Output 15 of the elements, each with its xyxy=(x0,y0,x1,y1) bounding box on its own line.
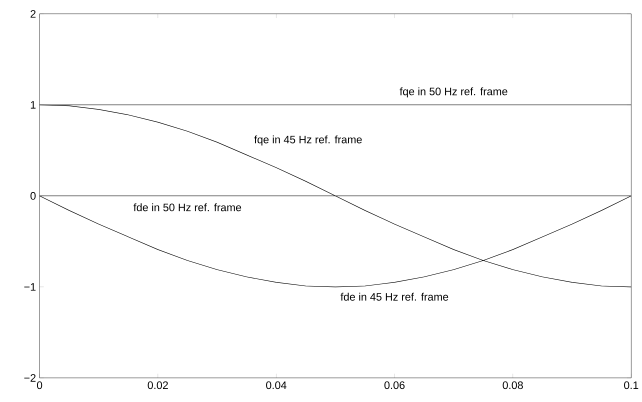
series-label: fqe in 45 Hz ref. frame xyxy=(254,136,362,146)
y-tick-label: 1 xyxy=(30,101,36,109)
x-tick-label: 0 xyxy=(36,382,42,390)
series-label: fde in 45 Hz ref. frame xyxy=(340,292,448,301)
y-tick-label: 2 xyxy=(30,10,36,18)
series-label: fde in 50 Hz ref. frame xyxy=(134,203,242,212)
y-tick-label: −1 xyxy=(24,283,36,291)
series-label: fqe in 50 Hz ref. frame xyxy=(400,88,508,98)
x-tick-label: 0.08 xyxy=(502,382,523,390)
x-tick-label: 0.04 xyxy=(266,382,286,390)
x-tick-label: 0.06 xyxy=(384,382,405,390)
y-tick-label: 0 xyxy=(30,192,36,200)
x-tick-label: 0.1 xyxy=(624,382,638,390)
y-tick-label: −2 xyxy=(24,374,36,382)
x-tick-label: 0.02 xyxy=(148,382,168,390)
